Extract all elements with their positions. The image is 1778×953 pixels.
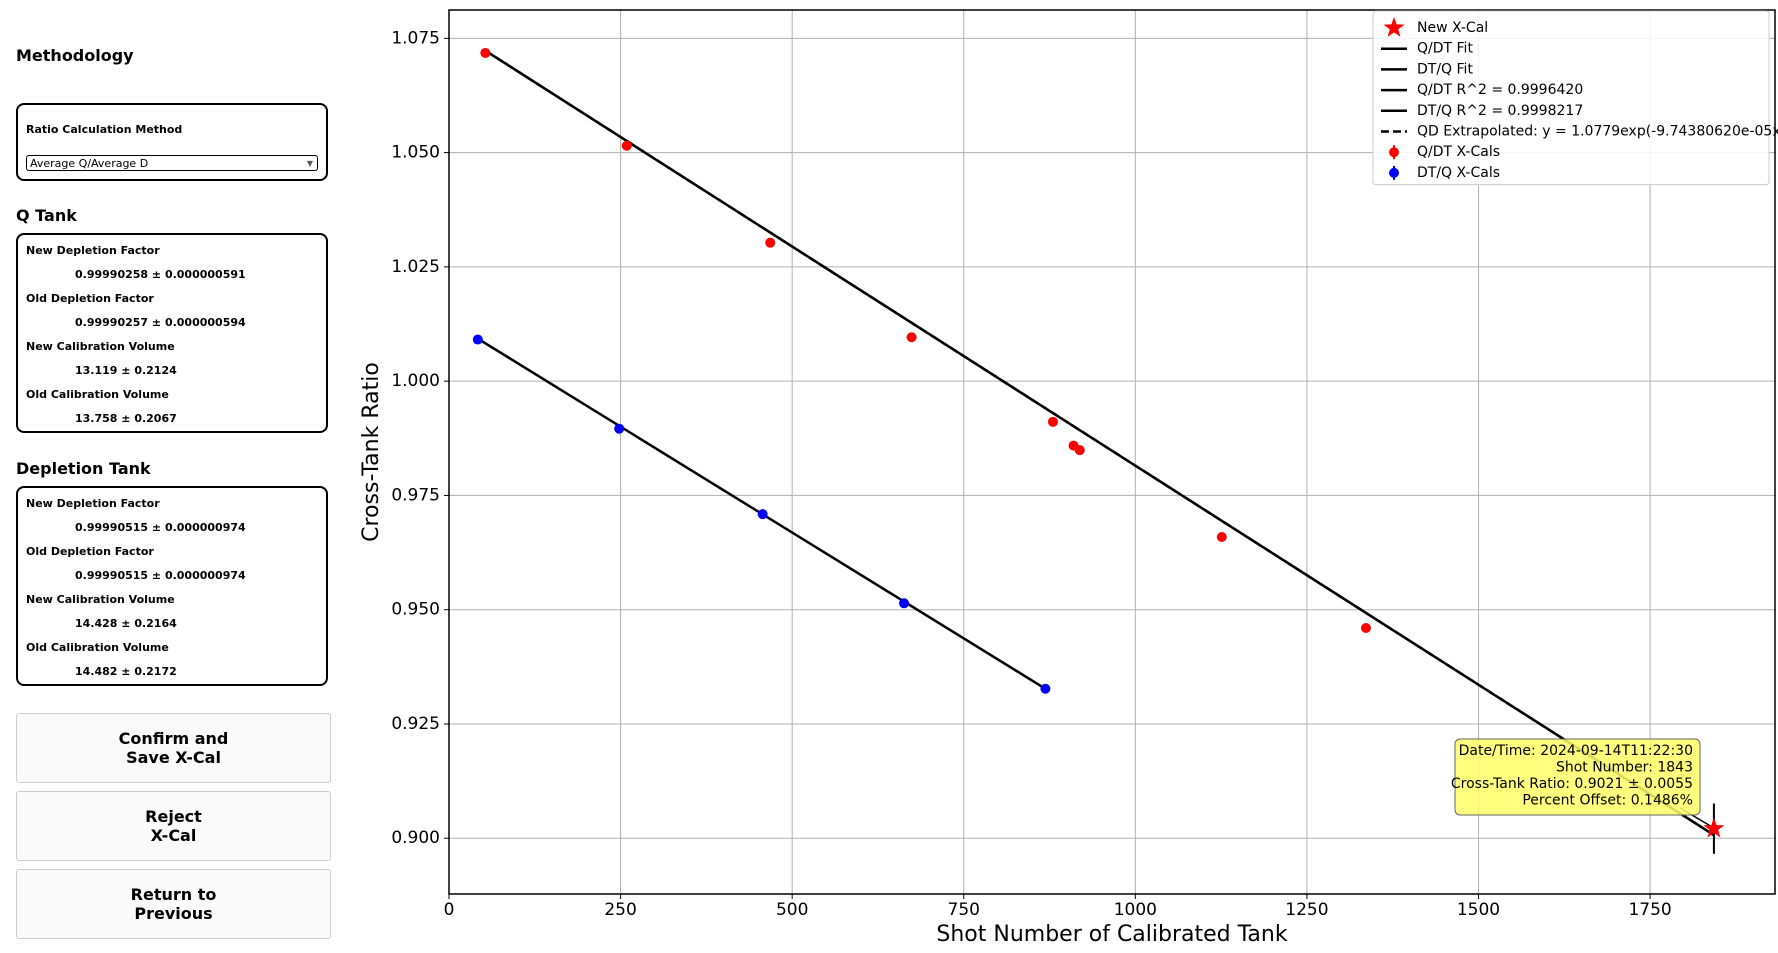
legend-key <box>1389 147 1399 158</box>
data-point <box>765 237 776 248</box>
x-tick-label: 1750 <box>1628 900 1671 920</box>
field-label: New Calibration Volume <box>26 340 175 353</box>
field-value: 0.99990257 ± 0.000000594 <box>75 316 246 329</box>
annotation-text: Cross-Tank Ratio: 0.9021 ± 0.0055 <box>1451 776 1693 792</box>
legend-label: DT/Q R^2 = 0.9998217 <box>1417 103 1583 119</box>
data-point <box>621 140 632 151</box>
section-title: Q Tank <box>16 206 77 225</box>
data-point <box>1216 532 1227 543</box>
x-tick-label: 1000 <box>1114 900 1157 920</box>
legend-key <box>1383 17 1405 37</box>
field-value: 14.482 ± 0.2172 <box>75 665 177 678</box>
field-value: 13.758 ± 0.2067 <box>75 412 177 425</box>
data-point <box>472 334 483 345</box>
button-label: Confirm and <box>118 729 229 748</box>
tank-box: New Depletion Factor 0.99990515 ± 0.00000… <box>16 486 328 686</box>
annotation-text: Shot Number: 1843 <box>1556 760 1693 776</box>
field-label: New Depletion Factor <box>26 497 160 510</box>
plot-frame <box>448 9 1776 895</box>
legend-label: Q/DT Fit <box>1417 41 1473 57</box>
field-label: Old Calibration Volume <box>26 388 169 401</box>
button-label: Save X-Cal <box>126 748 221 767</box>
y-tick-label: 0.950 <box>391 600 440 620</box>
button-label: Return to <box>130 885 217 904</box>
y-tick-label: 1.050 <box>391 143 440 163</box>
data-point <box>899 598 910 609</box>
button-label: Reject <box>145 807 202 826</box>
y-tick-label: 0.925 <box>391 714 440 734</box>
field-label: Old Calibration Volume <box>26 641 169 654</box>
legend-key <box>1389 167 1399 178</box>
legend-box <box>1372 10 1770 186</box>
button-label: Previous <box>134 904 213 923</box>
button[interactable]: Return to Previous <box>16 869 331 939</box>
dropdown-arrow: ▼ <box>306 159 313 168</box>
button-label: X-Cal <box>150 826 197 845</box>
data-point <box>1074 445 1085 456</box>
annotation-text: Percent Offset: 0.1486% <box>1522 793 1693 809</box>
y-tick-label: 1.025 <box>391 257 440 277</box>
y-tick-label: 0.975 <box>391 485 440 505</box>
x-tick-label: 1250 <box>1285 900 1328 920</box>
button[interactable]: Reject X-Cal <box>16 791 331 861</box>
annotation-text: Date/Time: 2024-09-14T11:22:30 <box>1459 743 1693 759</box>
field-value: 13.119 ± 0.2124 <box>75 364 177 377</box>
x-tick-label: 250 <box>604 900 636 920</box>
field-label: Old Depletion Factor <box>26 545 154 558</box>
x-tick-label: 500 <box>776 900 808 920</box>
field-value: 0.99990515 ± 0.000000974 <box>75 521 246 534</box>
x-axis-label: Shot Number of Calibrated Tank <box>936 922 1287 947</box>
field-value: 14.428 ± 0.2164 <box>75 617 177 630</box>
field-label: Ratio Calculation Method <box>26 123 183 136</box>
data-point <box>480 47 491 58</box>
new-xcal-star <box>1703 817 1725 838</box>
x-tick-label: 1500 <box>1457 900 1500 920</box>
legend-label: Q/DT R^2 = 0.9996420 <box>1417 82 1583 98</box>
legend-label: DT/Q X-Cals <box>1417 165 1500 181</box>
extrapolation-line <box>484 49 1715 837</box>
x-tick-label: 750 <box>948 900 980 920</box>
legend-label: DT/Q Fit <box>1417 61 1473 77</box>
legend-label: QD Extrapolated: y = 1.0779exp(-9.743806… <box>1417 124 1778 140</box>
x-tick-label: 0 <box>444 900 455 920</box>
tank-box: New Depletion Factor 0.99990258 ± 0.00000… <box>16 233 328 433</box>
field-value: 0.99990258 ± 0.000000591 <box>75 268 246 281</box>
field-value: 0.99990515 ± 0.000000974 <box>75 569 246 582</box>
field-label: Old Depletion Factor <box>26 292 154 305</box>
field-label: New Calibration Volume <box>26 593 175 606</box>
y-axis-label: Cross-Tank Ratio <box>359 362 384 542</box>
field-label: New Depletion Factor <box>26 244 160 257</box>
legend-label: New X-Cal <box>1417 20 1488 36</box>
data-point <box>614 423 625 434</box>
data-point <box>1360 622 1371 633</box>
legend-label: Q/DT X-Cals <box>1417 144 1500 160</box>
y-tick-label: 0.900 <box>391 828 440 848</box>
y-tick-label: 1.000 <box>391 371 440 391</box>
y-tick-label: 1.075 <box>391 28 440 48</box>
data-point <box>906 332 917 343</box>
data-point <box>1040 683 1051 694</box>
section-title: Methodology <box>16 46 134 65</box>
data-point <box>1047 416 1058 427</box>
dropdown[interactable]: Average Q/Average D ▼ <box>26 155 318 171</box>
annotation-box <box>1454 738 1701 816</box>
button[interactable]: Confirm and Save X-Cal <box>16 713 331 783</box>
data-point <box>757 509 768 520</box>
methodology-box: Ratio Calculation Method Average Q/Averag… <box>16 103 328 181</box>
section-title: Depletion Tank <box>16 459 151 478</box>
